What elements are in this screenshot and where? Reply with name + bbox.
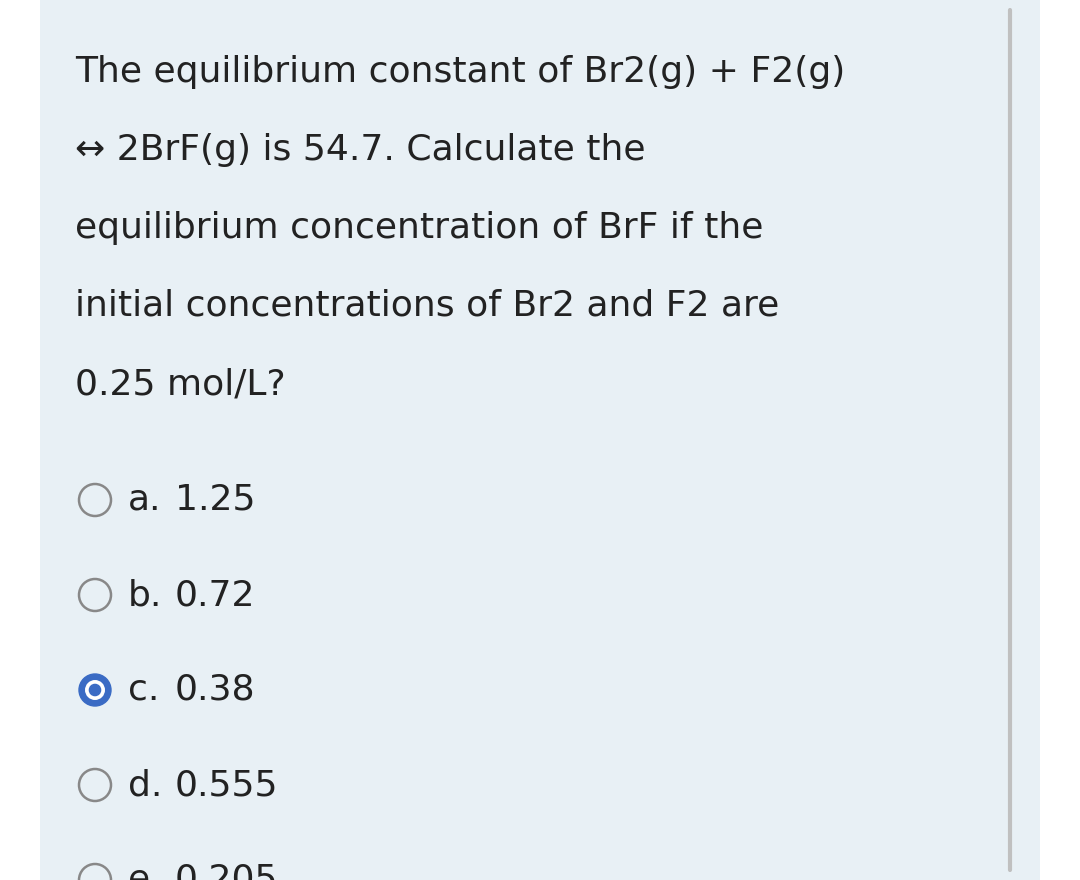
Circle shape [79,674,111,706]
FancyBboxPatch shape [40,0,1040,880]
Text: a.: a. [129,483,162,517]
Text: ↔ 2BrF(g) is 54.7. Calculate the: ↔ 2BrF(g) is 54.7. Calculate the [75,133,646,167]
Text: b.: b. [129,578,162,612]
Text: 1.25: 1.25 [175,483,256,517]
Text: e.: e. [129,863,162,880]
Text: 0.555: 0.555 [175,768,279,802]
Text: 0.72: 0.72 [175,578,256,612]
Text: d.: d. [129,768,162,802]
Text: 0.25 mol/L?: 0.25 mol/L? [75,367,285,401]
Text: equilibrium concentration of BrF if the: equilibrium concentration of BrF if the [75,211,764,245]
Text: c.: c. [129,673,160,707]
Circle shape [90,685,100,695]
Circle shape [85,681,105,700]
Text: 0.205: 0.205 [175,863,279,880]
Text: 0.38: 0.38 [175,673,256,707]
Text: initial concentrations of Br2 and F2 are: initial concentrations of Br2 and F2 are [75,289,780,323]
Text: The equilibrium constant of Br2(g) + F2(g): The equilibrium constant of Br2(g) + F2(… [75,55,846,89]
